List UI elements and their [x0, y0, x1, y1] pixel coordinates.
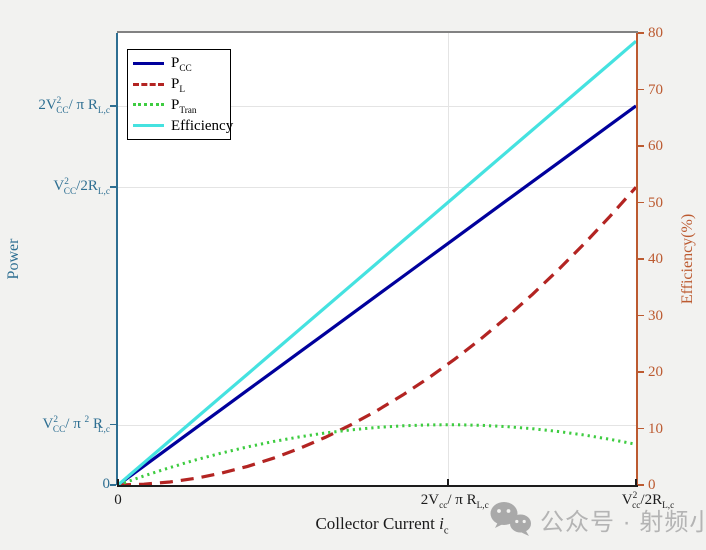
left-tick-mark — [110, 105, 116, 107]
right-axis-title: Efficiency(%) — [679, 213, 696, 305]
curve-efficiency — [116, 39, 638, 487]
right-tick-mark — [638, 145, 644, 147]
curve-pcc — [117, 104, 637, 487]
watermark-text: 公众号 · 射频小馆 — [540, 508, 706, 536]
watermark: 公众号 · 射频小馆 — [488, 500, 706, 538]
left-tick-label: 2V2CC/ π RL,c — [38, 95, 110, 116]
right-tick-label: 70 — [648, 81, 663, 98]
legend-label-efficiency: Efficiency — [171, 117, 234, 134]
right-tick-mark — [638, 484, 644, 486]
legend-line-pcc — [133, 61, 164, 65]
x-tick-label: 0 — [114, 492, 122, 508]
legend-line-efficiency — [133, 124, 164, 128]
right-tick-mark — [638, 258, 644, 260]
axis-top-border — [117, 31, 638, 33]
gridline-horizontal — [118, 187, 636, 189]
right-tick-mark — [638, 201, 644, 204]
right-tick-label: 40 — [648, 251, 663, 267]
legend: PCC PL PTran Efficiency — [127, 49, 233, 140]
left-tick-mark — [110, 423, 116, 426]
axis-x — [117, 485, 638, 487]
legend-item-pcc: PCC — [133, 53, 225, 74]
right-tick-label: 30 — [648, 307, 663, 324]
legend-label-ptran: PTran — [171, 96, 197, 116]
legend-item-efficiency: Efficiency — [133, 115, 233, 136]
x-tick-mark — [447, 479, 449, 485]
right-tick-mark — [638, 88, 644, 91]
left-tick-label: 0 — [102, 476, 111, 492]
gridline-vertical — [447, 33, 449, 485]
right-tick-mark — [638, 314, 644, 317]
right-tick-label: 10 — [648, 420, 663, 437]
x-tick-mark — [117, 479, 119, 485]
x-tick-label: 2Vcc/ π RL,c — [420, 492, 489, 511]
gridline-horizontal — [118, 424, 636, 426]
curve-ptran — [117, 423, 637, 487]
left-tick-label: V2CC/ π 2 RL,c — [42, 414, 111, 435]
right-tick-mark — [638, 32, 644, 34]
legend-item-ptran: PTran — [133, 95, 225, 116]
legend-label-pcc: PCC — [171, 55, 192, 75]
axis-left — [116, 33, 118, 485]
axis-right — [636, 33, 638, 485]
x-tick-label: V2cc/2RL,c — [621, 491, 675, 511]
x-axis-title: Collector Current ic — [315, 514, 449, 537]
legend-item-pl: PL — [133, 74, 225, 95]
legend-line-ptran — [133, 103, 164, 107]
left-tick-label: V2CC/2RL,c — [53, 177, 110, 198]
wechat-icon — [490, 502, 531, 536]
right-tick-label: 60 — [648, 138, 663, 154]
left-tick-mark — [110, 186, 116, 188]
curve-pl — [117, 186, 638, 487]
right-tick-label: 20 — [648, 364, 663, 380]
right-tick-mark — [638, 427, 644, 430]
right-tick-label: 80 — [648, 25, 663, 41]
chart-curves — [116, 39, 638, 487]
legend-line-pl — [133, 82, 164, 86]
right-tick-label: 0 — [648, 477, 656, 493]
left-tick-mark — [110, 484, 116, 486]
legend-label-pl: PL — [171, 76, 186, 96]
right-tick-mark — [638, 371, 644, 373]
right-tick-label: 50 — [648, 194, 663, 211]
x-tick-mark — [635, 479, 637, 485]
left-axis-title: Power — [5, 238, 22, 280]
gridline-horizontal — [118, 105, 636, 107]
